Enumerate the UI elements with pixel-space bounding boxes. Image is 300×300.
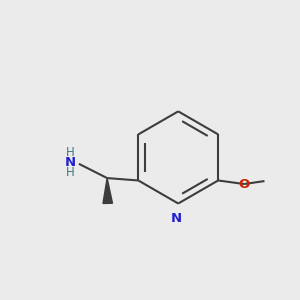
Polygon shape	[103, 178, 112, 203]
Text: H: H	[66, 166, 75, 178]
Text: N: N	[171, 212, 182, 224]
Text: N: N	[65, 156, 76, 169]
Text: O: O	[239, 178, 250, 190]
Text: H: H	[66, 146, 75, 159]
